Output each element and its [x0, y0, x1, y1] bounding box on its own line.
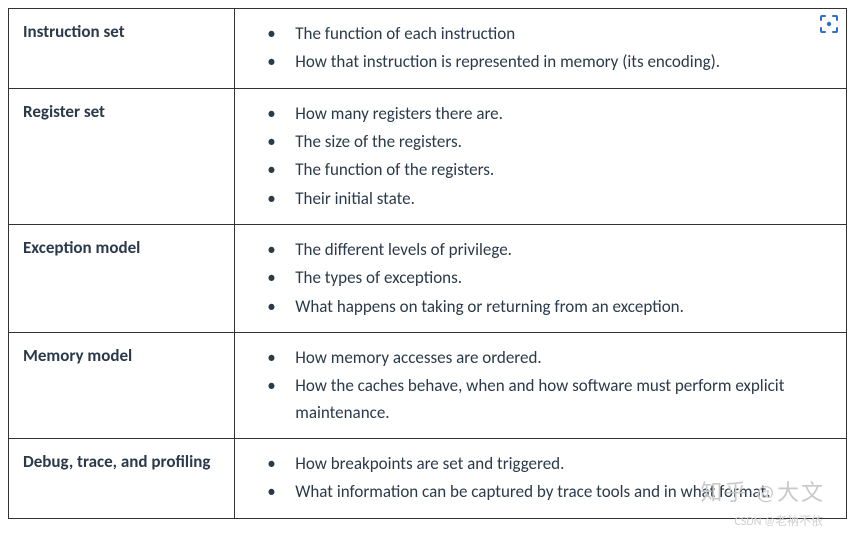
row-label: Register set [9, 88, 235, 224]
list-item: Their initial state. [249, 186, 832, 212]
row-label: Exception model [9, 225, 235, 333]
row-label: Memory model [9, 333, 235, 439]
row-items: How memory accesses are ordered. How the… [235, 333, 847, 439]
row-items: How many registers there are. The size o… [235, 88, 847, 224]
list-item: How the caches behave, when and how soft… [249, 373, 832, 426]
list-item: The function of each instruction [249, 21, 832, 47]
table-row: Instruction set The function of each ins… [9, 9, 847, 89]
table-row: Exception model The different levels of … [9, 225, 847, 333]
row-label: Instruction set [9, 9, 235, 89]
list-item: How memory accesses are ordered. [249, 345, 832, 371]
list-item: The different levels of privilege. [249, 237, 832, 263]
table-row: Register set How many registers there ar… [9, 88, 847, 224]
list-item: The size of the registers. [249, 129, 832, 155]
list-item: The types of exceptions. [249, 265, 832, 291]
table-row: Debug, trace, and profiling How breakpoi… [9, 439, 847, 519]
row-items: The function of each instruction How tha… [235, 9, 847, 89]
list-item: What information can be captured by trac… [249, 479, 832, 505]
list-item: The function of the registers. [249, 157, 832, 183]
row-label: Debug, trace, and profiling [9, 439, 235, 519]
list-item: How breakpoints are set and triggered. [249, 451, 832, 477]
architecture-spec-table: Instruction set The function of each ins… [8, 8, 847, 519]
list-item: What happens on taking or returning from… [249, 294, 832, 320]
row-items: How breakpoints are set and triggered. W… [235, 439, 847, 519]
row-items: The different levels of privilege. The t… [235, 225, 847, 333]
list-item: How many registers there are. [249, 101, 832, 127]
table-row: Memory model How memory accesses are ord… [9, 333, 847, 439]
list-item: How that instruction is represented in m… [249, 49, 832, 75]
